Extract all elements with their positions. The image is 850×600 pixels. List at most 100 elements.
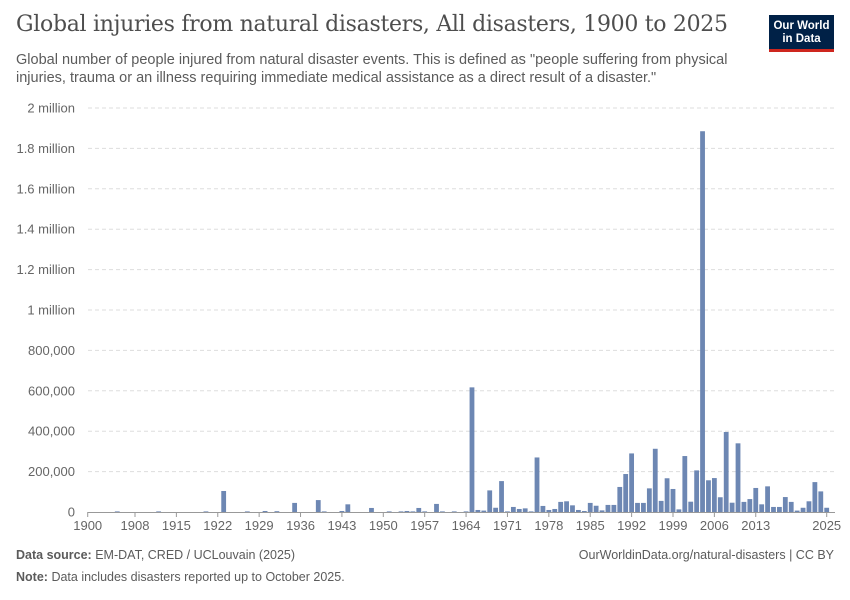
bar-1951: [386, 511, 392, 512]
bar-1957: [422, 511, 428, 512]
bar-2021: [800, 507, 806, 512]
x-tick-label: 1943: [327, 518, 356, 533]
x-tick-label: 1929: [245, 518, 274, 533]
x-tick-label: 1964: [452, 518, 481, 533]
bar-2007: [717, 497, 723, 512]
y-tick-label: 1.2 million: [16, 262, 75, 277]
y-tick-label: 1 million: [27, 303, 75, 318]
bar-2006: [711, 478, 717, 512]
bar-1999: [670, 488, 676, 512]
bar-1932: [274, 511, 280, 512]
y-tick-label: 400,000: [28, 424, 75, 439]
bar-2018: [782, 497, 788, 512]
data-source-text[interactable]: EM-DAT, CRED / UCLouvain (2025): [95, 548, 296, 562]
data-source-label: Data source:: [16, 548, 92, 562]
bar-1977: [540, 505, 546, 512]
x-tick-label: 1900: [73, 518, 102, 533]
x-tick-label: 1922: [203, 518, 232, 533]
y-tick-label: 1.8 million: [16, 141, 75, 156]
bar-1964: [463, 511, 469, 512]
bar-2024: [818, 491, 824, 512]
bar-1935: [292, 502, 298, 512]
bar-1966: [475, 509, 481, 512]
bar-1939: [315, 500, 321, 512]
bar-1905: [114, 511, 120, 512]
bar-1970: [499, 481, 504, 512]
bar-2005: [706, 480, 711, 512]
bar-1988: [605, 504, 611, 512]
bar-1993: [635, 502, 640, 512]
bar-2019: [788, 501, 794, 512]
bar-2004: [700, 131, 705, 513]
bar-1912: [156, 511, 162, 512]
bar-1956: [416, 507, 422, 512]
bar-1976: [534, 457, 540, 512]
x-tick-label: 1908: [121, 518, 150, 533]
y-tick-label: 0: [68, 505, 75, 520]
bar-1995: [646, 488, 652, 512]
bar-2013: [753, 487, 759, 512]
bar-1971: [505, 511, 510, 512]
x-tick-label: 1985: [576, 518, 605, 533]
y-tick-label: 1.4 million: [16, 222, 75, 237]
y-tick-label: 800,000: [28, 343, 75, 358]
bar-1991: [623, 474, 629, 512]
owid-logo[interactable]: Our World in Data: [769, 15, 834, 52]
data-source: Data source: EM-DAT, CRED / UCLouvain (2…: [16, 548, 295, 562]
bar-1990: [617, 486, 623, 512]
bar-1998: [664, 478, 670, 512]
bar-1981: [564, 501, 569, 512]
bar-1982: [570, 505, 575, 512]
bar-2011: [741, 501, 747, 512]
bar-2015: [765, 486, 770, 512]
bar-1923: [221, 490, 227, 512]
logo-line-1: Our World: [773, 20, 830, 32]
source-link[interactable]: OurWorldinData.org/natural-disasters | C…: [578, 548, 834, 562]
x-tick-label: 1950: [369, 518, 398, 533]
bar-1985: [587, 502, 593, 512]
bar-chart: 0 200,000 400,000 600,000 800,000 1 million 1.…: [16, 101, 841, 534]
bar-1940: [321, 511, 327, 512]
bar-1996: [652, 448, 658, 512]
note: Note: Data includes disasters reported u…: [16, 570, 345, 584]
bar-1989: [611, 504, 617, 512]
bar-1953: [398, 511, 404, 512]
x-tick-label: 1971: [493, 518, 522, 533]
bar-2000: [676, 509, 682, 512]
bar-1954: [404, 510, 410, 512]
bar-1974: [522, 508, 528, 512]
bar-1967: [481, 510, 487, 512]
bar-1992: [629, 453, 635, 512]
bar-1997: [658, 500, 664, 512]
bar-2002: [688, 501, 694, 512]
bar-1948: [369, 507, 374, 512]
bar-1944: [345, 504, 351, 512]
x-tick-label: 1999: [659, 518, 688, 533]
bar-1943: [339, 510, 345, 512]
bar-1987: [599, 510, 605, 512]
bar-2014: [759, 504, 765, 512]
y-tick-label: 600,000: [28, 383, 75, 398]
x-tick-label: 1992: [617, 518, 646, 533]
bar-1965: [469, 387, 475, 512]
bar-1978: [546, 509, 552, 512]
bar-1920: [203, 511, 209, 512]
bar-2017: [777, 506, 782, 512]
bar-1969: [493, 507, 499, 512]
y-tick-label: 200,000: [28, 464, 75, 479]
bar-1979: [552, 508, 558, 512]
bar-2022: [806, 501, 812, 512]
bar-1984: [581, 510, 587, 512]
bar-2016: [771, 506, 776, 512]
bar-2012: [747, 499, 753, 512]
bar-1930: [262, 510, 268, 512]
x-tick-label: 2025: [812, 518, 841, 533]
bar-1980: [558, 501, 564, 512]
bar-1975: [528, 511, 534, 512]
bar-2020: [794, 510, 800, 512]
bar-2008: [723, 432, 729, 512]
bar-1962: [451, 511, 457, 512]
y-tick-label: 2 million: [27, 101, 75, 116]
note-text: Data includes disasters reported up to O…: [51, 570, 345, 584]
bar-1994: [641, 502, 646, 512]
